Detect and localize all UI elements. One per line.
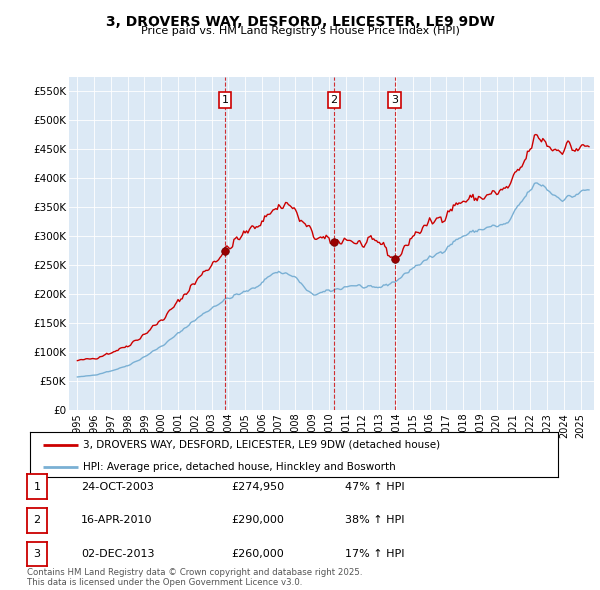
Text: 3: 3 (34, 549, 40, 559)
Text: 1: 1 (34, 482, 40, 491)
Text: £290,000: £290,000 (231, 516, 284, 525)
Text: 1: 1 (221, 95, 229, 105)
Text: 16-APR-2010: 16-APR-2010 (81, 516, 152, 525)
Text: 02-DEC-2013: 02-DEC-2013 (81, 549, 155, 559)
Text: 17% ↑ HPI: 17% ↑ HPI (345, 549, 404, 559)
Text: 2: 2 (330, 95, 337, 105)
Text: £274,950: £274,950 (231, 482, 284, 491)
Text: 38% ↑ HPI: 38% ↑ HPI (345, 516, 404, 525)
Text: 3: 3 (391, 95, 398, 105)
Text: £260,000: £260,000 (231, 549, 284, 559)
Text: Contains HM Land Registry data © Crown copyright and database right 2025.
This d: Contains HM Land Registry data © Crown c… (27, 568, 362, 587)
Text: 2: 2 (34, 516, 40, 525)
Text: Price paid vs. HM Land Registry's House Price Index (HPI): Price paid vs. HM Land Registry's House … (140, 26, 460, 36)
Text: 3, DROVERS WAY, DESFORD, LEICESTER, LE9 9DW: 3, DROVERS WAY, DESFORD, LEICESTER, LE9 … (106, 15, 494, 29)
Text: 47% ↑ HPI: 47% ↑ HPI (345, 482, 404, 491)
Text: 24-OCT-2003: 24-OCT-2003 (81, 482, 154, 491)
Text: 3, DROVERS WAY, DESFORD, LEICESTER, LE9 9DW (detached house): 3, DROVERS WAY, DESFORD, LEICESTER, LE9 … (83, 440, 440, 450)
Text: HPI: Average price, detached house, Hinckley and Bosworth: HPI: Average price, detached house, Hinc… (83, 462, 395, 472)
